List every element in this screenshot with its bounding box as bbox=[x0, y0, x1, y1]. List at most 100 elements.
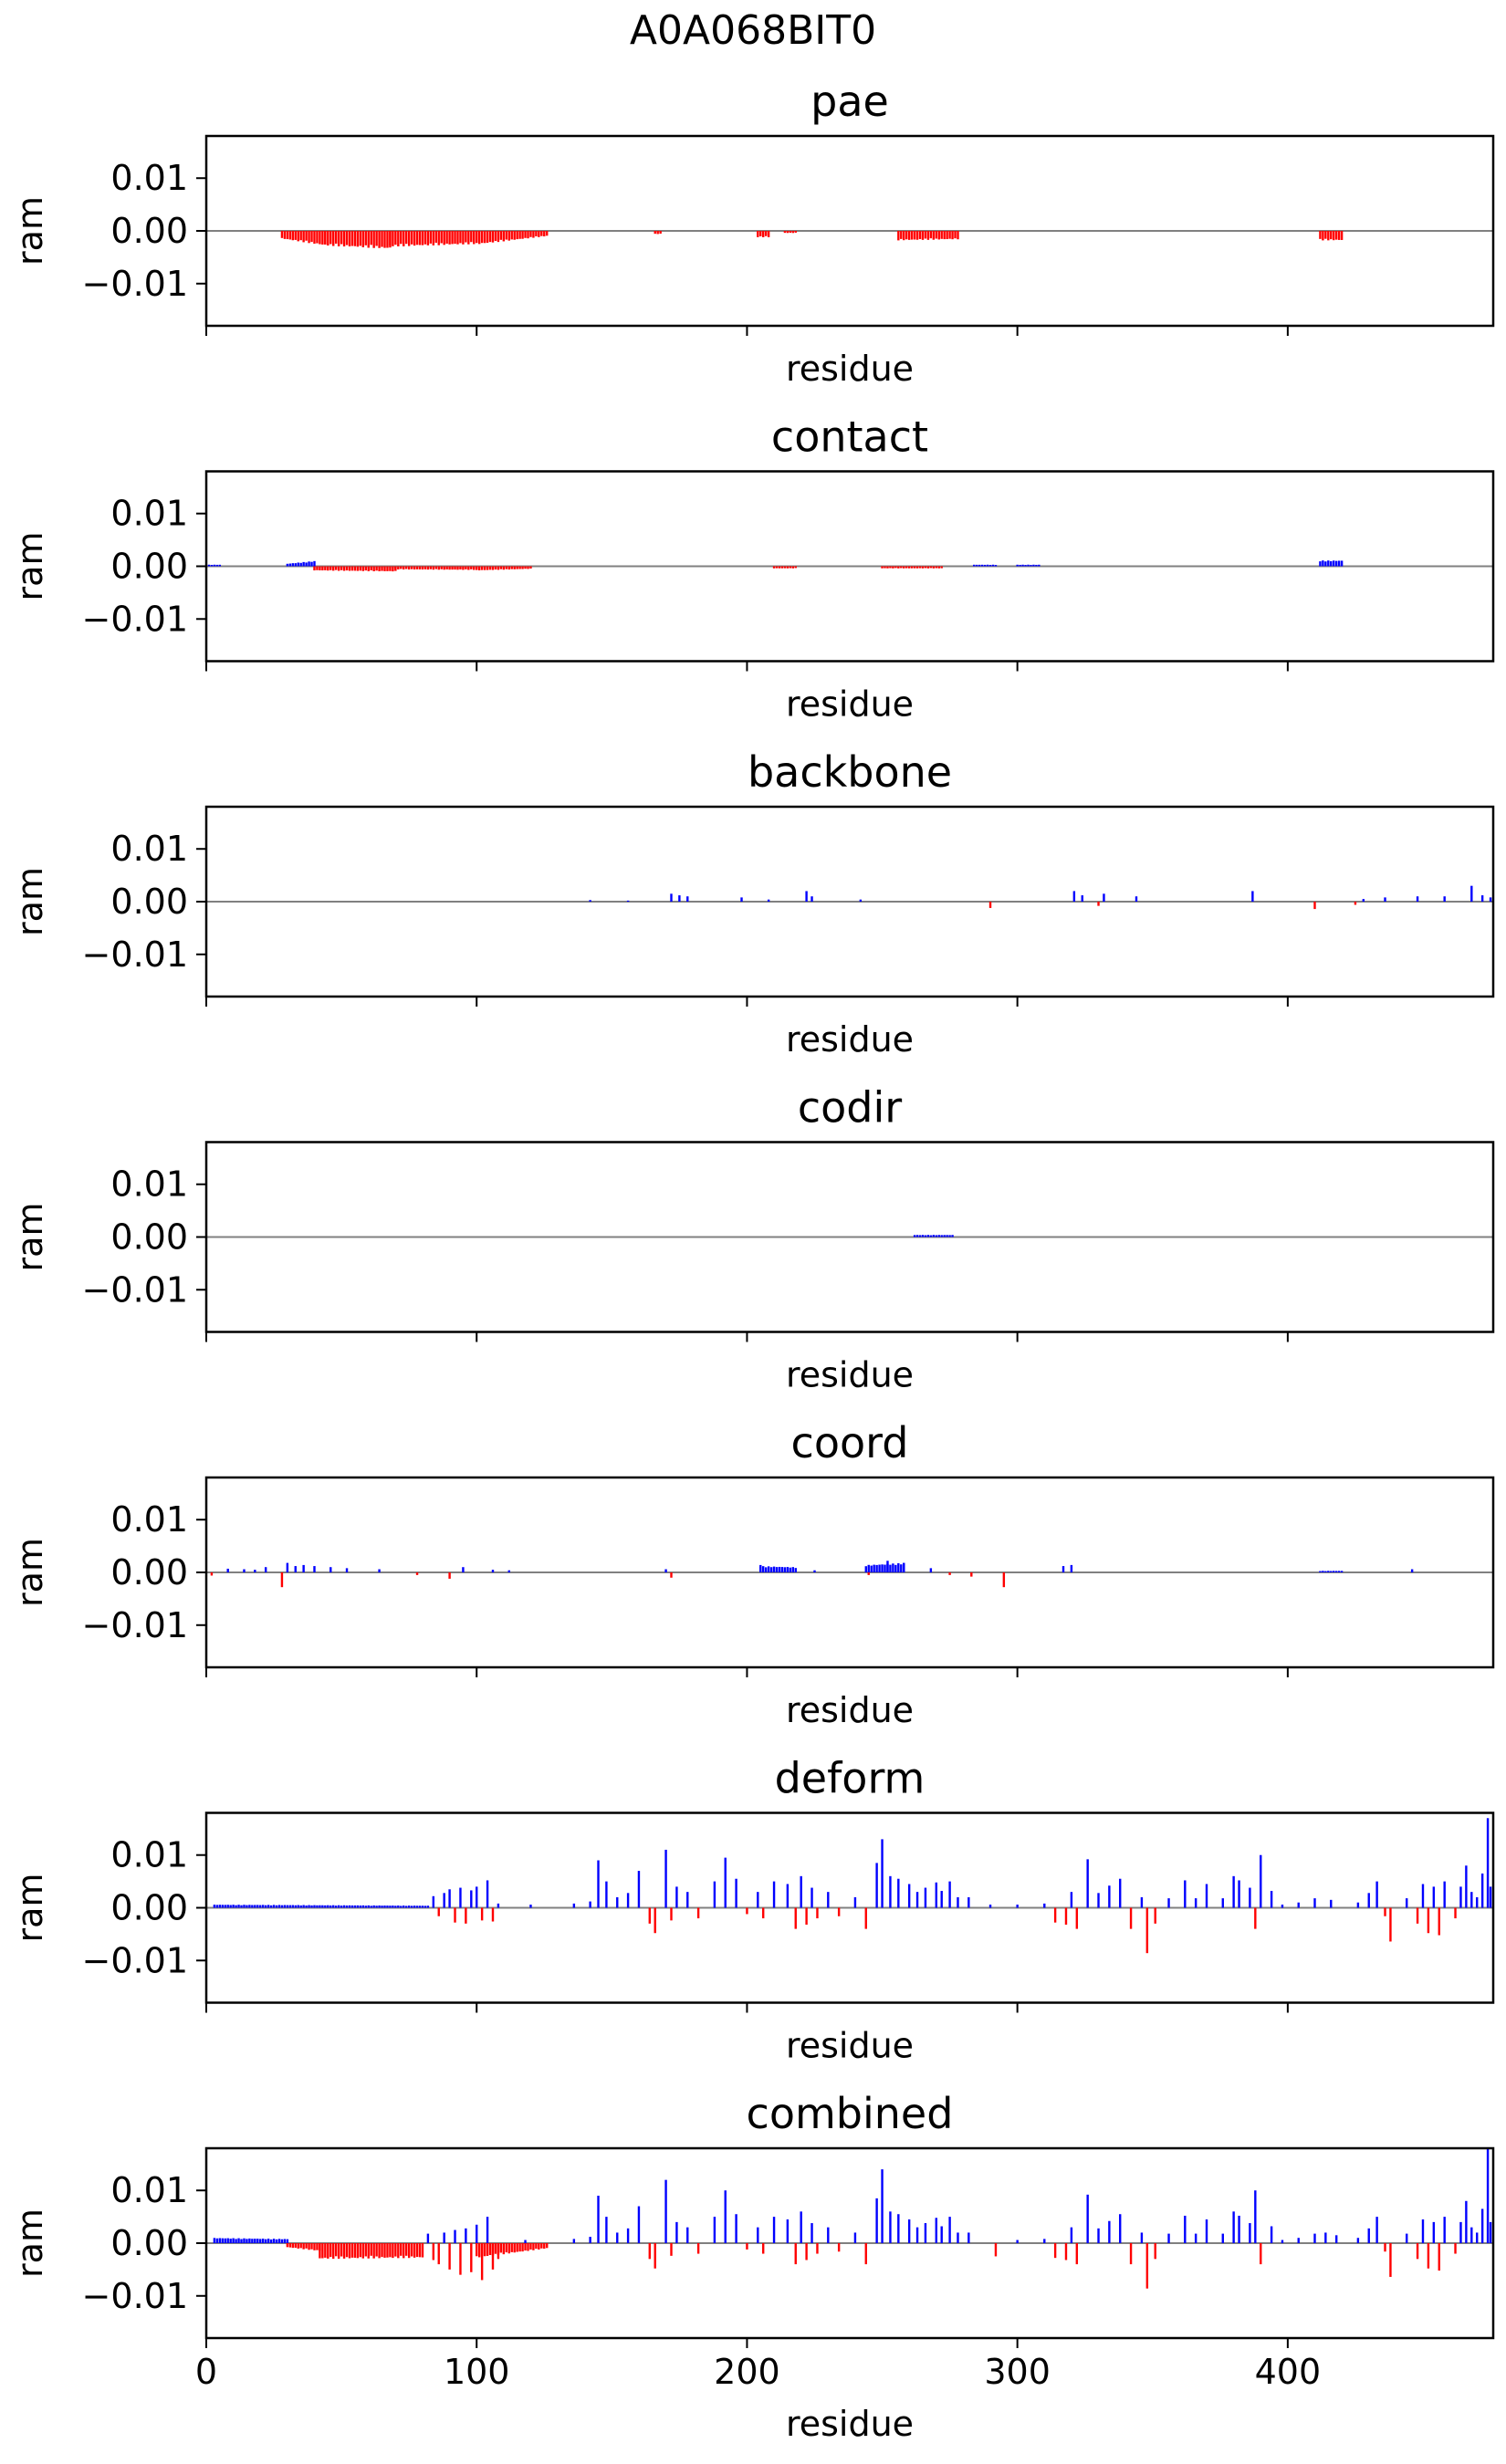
bar bbox=[757, 2227, 759, 2243]
bar bbox=[465, 231, 467, 243]
ytick-label: 0.00 bbox=[110, 547, 188, 587]
bar bbox=[283, 2239, 287, 2243]
bar bbox=[291, 563, 294, 567]
bar bbox=[1470, 2227, 1473, 2243]
bar bbox=[905, 566, 908, 569]
bar bbox=[1070, 2227, 1073, 2243]
bar bbox=[1194, 2233, 1197, 2243]
bar bbox=[875, 1863, 878, 1908]
bar bbox=[389, 231, 392, 246]
bar bbox=[445, 231, 448, 244]
bar bbox=[507, 1570, 510, 1572]
bar bbox=[775, 1567, 779, 1572]
bar bbox=[294, 2243, 297, 2249]
bar bbox=[1480, 1873, 1484, 1908]
bar bbox=[1330, 560, 1333, 567]
bar bbox=[510, 566, 513, 569]
bar bbox=[935, 2218, 937, 2243]
bar bbox=[392, 2243, 394, 2259]
bar bbox=[1297, 1902, 1300, 1908]
bar bbox=[286, 1562, 289, 1572]
bar bbox=[483, 2243, 486, 2257]
bar bbox=[291, 2243, 294, 2249]
bar bbox=[237, 1905, 240, 1908]
bar bbox=[935, 231, 937, 239]
bar bbox=[527, 2243, 529, 2251]
bar bbox=[1086, 2194, 1089, 2243]
bar bbox=[940, 2226, 943, 2243]
bar bbox=[786, 2219, 790, 2243]
bar bbox=[465, 566, 467, 569]
bar bbox=[389, 1905, 392, 1908]
bar bbox=[486, 231, 489, 244]
x-axis-label: residue bbox=[786, 1019, 914, 1060]
bar bbox=[903, 1562, 905, 1572]
bar bbox=[905, 231, 908, 240]
bar bbox=[521, 2243, 524, 2252]
bar bbox=[746, 1907, 748, 1915]
bar bbox=[405, 566, 408, 569]
bar bbox=[313, 2243, 316, 2250]
bar bbox=[364, 231, 367, 245]
bar bbox=[294, 1566, 297, 1572]
bar bbox=[470, 1890, 473, 1908]
bar bbox=[462, 566, 465, 570]
bar bbox=[626, 2228, 630, 2243]
bar bbox=[907, 566, 911, 569]
bar bbox=[394, 231, 397, 245]
bar bbox=[386, 2243, 389, 2258]
bar bbox=[499, 2243, 503, 2253]
bar bbox=[746, 2243, 748, 2250]
bar bbox=[937, 231, 940, 240]
bar bbox=[415, 231, 419, 245]
ytick-label: 0.00 bbox=[110, 1217, 188, 1258]
xtick-label: 200 bbox=[714, 2352, 780, 2392]
bar bbox=[664, 2179, 667, 2243]
bar bbox=[440, 231, 443, 244]
bar bbox=[299, 1905, 302, 1908]
bar bbox=[277, 1905, 281, 1908]
bar bbox=[316, 2243, 319, 2250]
bar bbox=[769, 1567, 773, 1572]
bar bbox=[605, 2217, 608, 2243]
bar bbox=[243, 2238, 246, 2243]
bar bbox=[589, 900, 591, 902]
bar bbox=[286, 563, 289, 567]
bar bbox=[988, 565, 992, 567]
bar bbox=[894, 1564, 897, 1572]
bar bbox=[921, 1235, 925, 1237]
bar bbox=[494, 566, 497, 570]
bar bbox=[229, 1905, 232, 1908]
bar bbox=[1251, 891, 1254, 902]
bar bbox=[538, 231, 540, 237]
bar bbox=[297, 1905, 299, 1908]
bar bbox=[477, 231, 481, 245]
bar bbox=[378, 1905, 381, 1908]
y-axis-label: ram bbox=[10, 532, 50, 601]
bar bbox=[288, 231, 292, 240]
bar bbox=[321, 2243, 324, 2259]
bar bbox=[915, 2227, 919, 2243]
bar bbox=[483, 566, 486, 570]
bar bbox=[480, 566, 484, 570]
bar bbox=[1194, 1898, 1197, 1908]
bar bbox=[892, 1563, 894, 1572]
bar bbox=[510, 231, 513, 240]
bar bbox=[789, 231, 792, 234]
y-axis-label: ram bbox=[10, 1203, 50, 1272]
bar bbox=[794, 1907, 797, 1929]
bar bbox=[370, 566, 372, 570]
bar bbox=[1064, 1907, 1068, 1925]
bar bbox=[256, 1905, 259, 1908]
bar bbox=[1184, 2215, 1187, 2243]
bar bbox=[337, 1905, 340, 1908]
bar bbox=[943, 1235, 946, 1237]
bar bbox=[437, 231, 440, 245]
bar bbox=[516, 566, 518, 569]
bar bbox=[921, 231, 925, 240]
bar bbox=[1337, 1571, 1341, 1572]
bar bbox=[313, 231, 316, 245]
bar bbox=[302, 1564, 305, 1572]
bar bbox=[786, 1884, 790, 1908]
bar bbox=[283, 231, 287, 239]
